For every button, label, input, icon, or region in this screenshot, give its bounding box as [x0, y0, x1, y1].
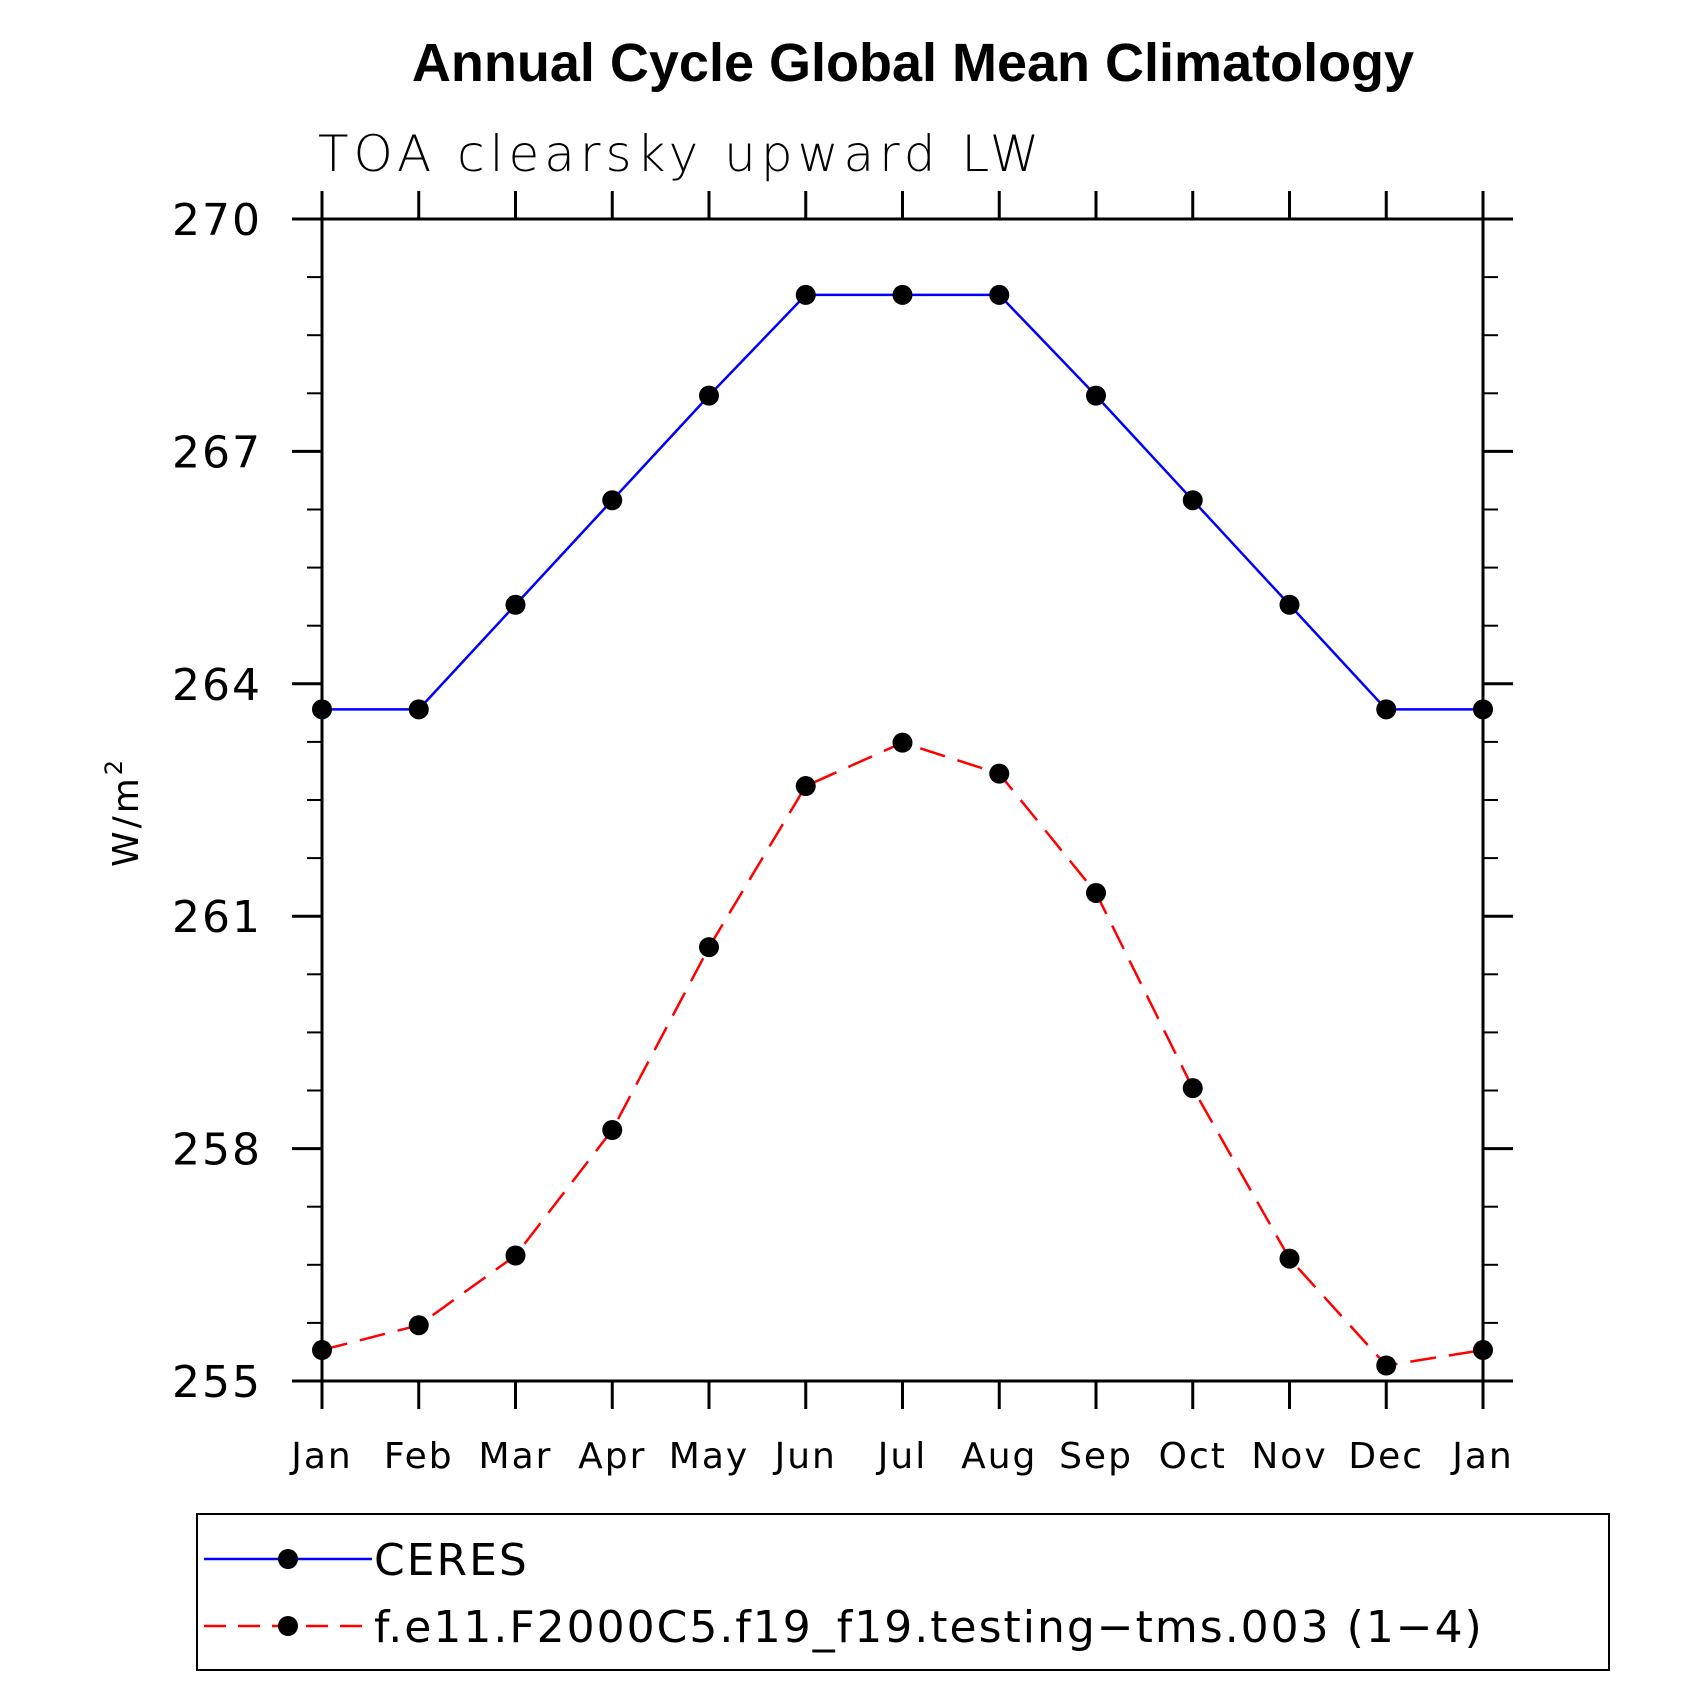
- series-1-point: [989, 284, 1010, 305]
- series-1-point: [699, 385, 719, 406]
- legend-label-1: CERES: [374, 1535, 529, 1586]
- x-tick-label: Jun: [773, 1436, 837, 1477]
- x-tick-label: Dec: [1348, 1436, 1424, 1477]
- series-1-point: [1279, 594, 1300, 615]
- x-tick-label: Jul: [876, 1436, 927, 1477]
- series-1-point: [1086, 385, 1106, 406]
- series-1-point: [505, 594, 526, 615]
- y-axis-label: W/m2: [100, 757, 147, 867]
- series-1-point: [602, 490, 623, 511]
- series-1-point: [1473, 699, 1493, 720]
- series-1-point: [795, 284, 816, 305]
- series-2-point: [1279, 1248, 1300, 1269]
- series-2-point: [602, 1120, 623, 1141]
- series-2-point: [892, 732, 913, 753]
- x-tick-label: Nov: [1251, 1436, 1327, 1477]
- y-axis-label-superscript: 2: [100, 757, 128, 775]
- series-2-point: [1376, 1355, 1397, 1376]
- x-tick-label: Jan: [289, 1436, 353, 1477]
- x-tick-label: Sep: [1059, 1436, 1133, 1477]
- x-tick-label: Jan: [1450, 1436, 1514, 1477]
- legend-box: [196, 1513, 1610, 1671]
- series-2-point: [1473, 1340, 1493, 1361]
- y-tick-label: 267: [172, 427, 262, 478]
- series-1-point: [892, 284, 913, 305]
- y-tick-label: 258: [172, 1125, 262, 1176]
- series-2-point: [989, 763, 1010, 784]
- series-1-point: [408, 699, 429, 720]
- series-2-point: [1182, 1078, 1203, 1099]
- legend-label-2: f.e11.F2000C5.f19_f19.testing−tms.003 (1…: [374, 1602, 1484, 1653]
- x-tick-label: Oct: [1159, 1436, 1227, 1477]
- series-1-point: [312, 699, 332, 720]
- legend: CERES f.e11.F2000C5.f19_f19.testing−tms.0…: [196, 1513, 1610, 1671]
- plot-area: 255 258 261 264 267 270 Jan Feb Mar Apr May Jun Jul A…: [172, 191, 1514, 1477]
- y-axis-label-base: W/m: [106, 775, 147, 867]
- y-tick-label: 270: [172, 195, 262, 246]
- legend-marker-1: [278, 1549, 298, 1569]
- legend-marker-2: [278, 1616, 298, 1636]
- series-1-point: [1182, 490, 1203, 511]
- series-1-point: [1376, 699, 1397, 720]
- series-2-point: [795, 776, 816, 797]
- y-tick-label: 255: [172, 1357, 262, 1408]
- y-tick-label: 264: [172, 660, 262, 711]
- series-2-point: [699, 937, 719, 958]
- x-tick-label: Aug: [961, 1436, 1037, 1477]
- x-tick-label: Feb: [384, 1436, 454, 1477]
- series-2-point: [312, 1340, 332, 1361]
- chart-subtitle: TOA clearsky upward LW: [318, 125, 1044, 183]
- series-2-point: [505, 1245, 526, 1266]
- x-tick-label: Apr: [578, 1436, 646, 1477]
- y-tick-label: 261: [172, 892, 262, 943]
- series-2-point: [1086, 882, 1106, 903]
- chart-title: Annual Cycle Global Mean Climatology: [412, 33, 1414, 93]
- x-tick-label: May: [669, 1436, 749, 1477]
- x-tick-label: Mar: [479, 1436, 553, 1477]
- series-2-point: [408, 1315, 429, 1336]
